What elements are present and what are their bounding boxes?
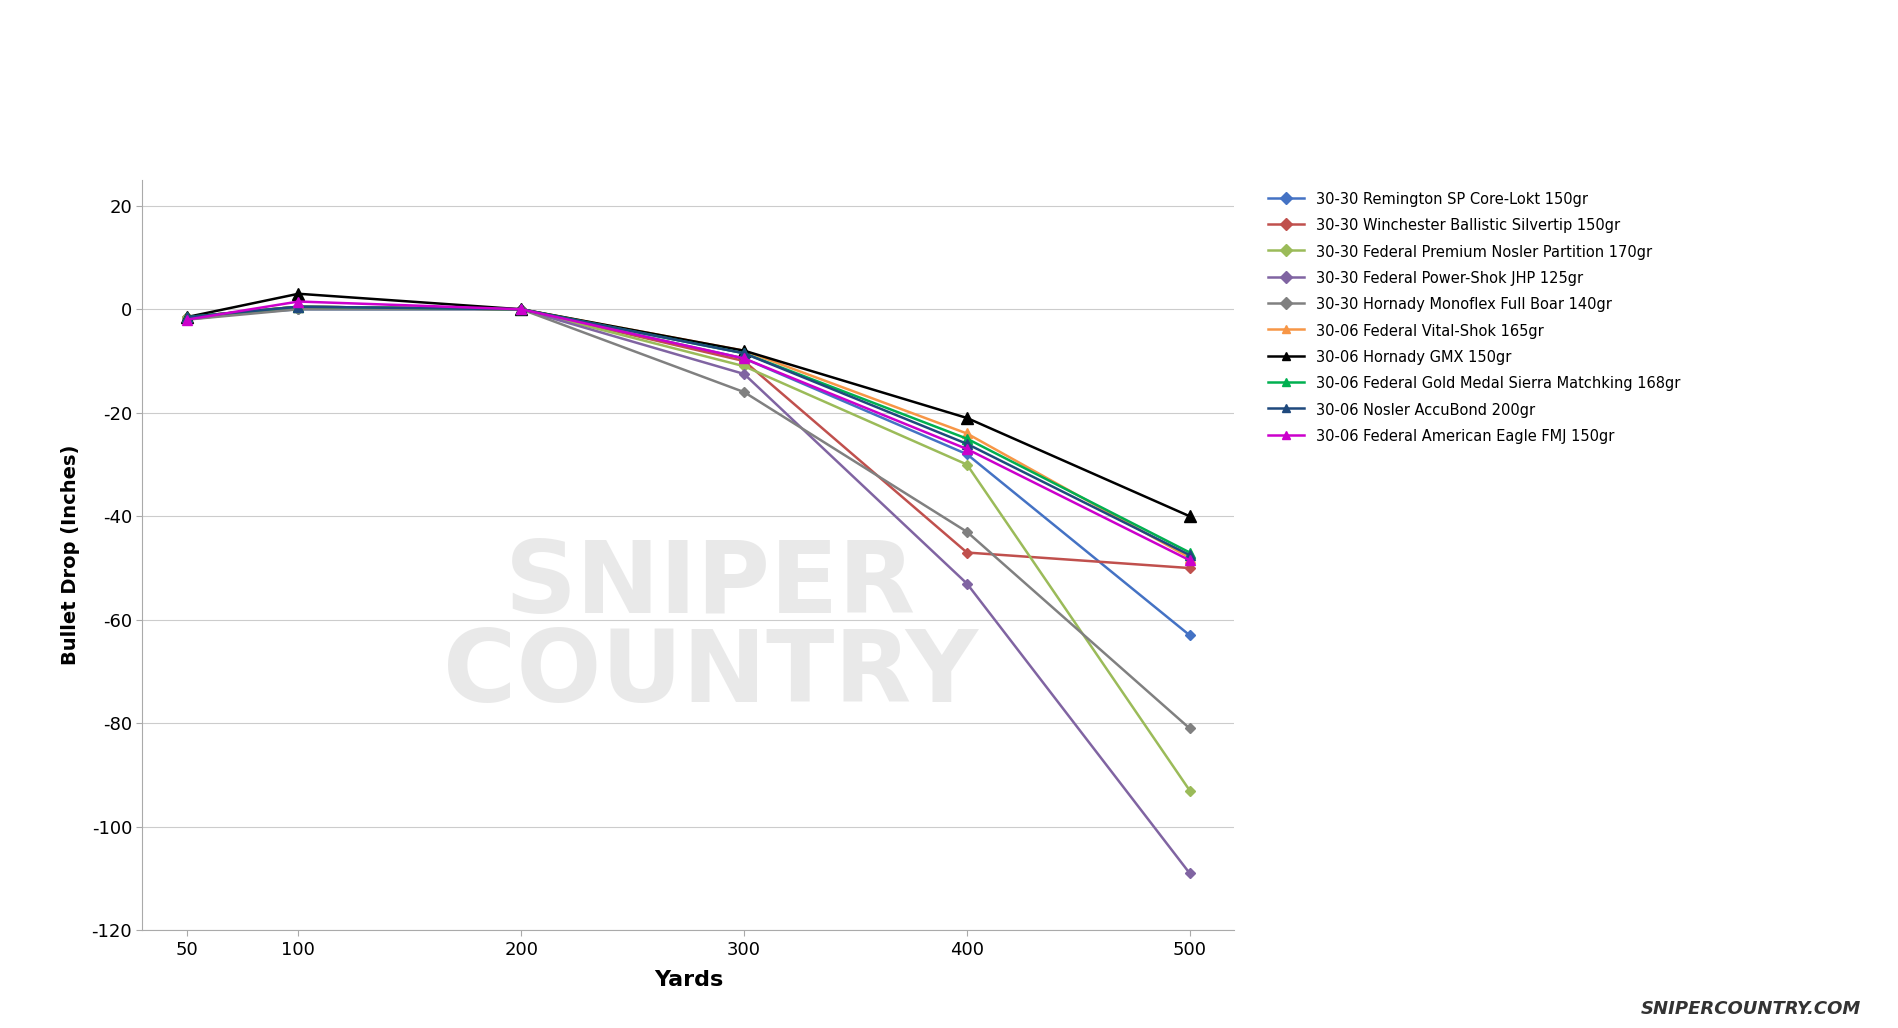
30-30 Federal Power-Shok JHP 125gr [1179,868,1201,880]
30-30 Federal Premium Nosler Partition 170gr [733,360,755,372]
30-30 Remington SP Core-Lokt 150gr [1179,629,1201,641]
30-06 Federal Gold Medal Sierra Matchking 168gr [175,310,197,323]
30-30 Hornady Monoflex Full Boar 140gr [287,303,309,316]
30-06 Federal American Eagle FMJ 150gr [733,353,755,365]
Line: 30-06 Federal Gold Medal Sierra Matchking 168gr: 30-06 Federal Gold Medal Sierra Matchkin… [182,302,1194,557]
Line: 30-06 Hornady GMX 150gr: 30-06 Hornady GMX 150gr [182,288,1194,522]
Line: 30-30 Federal Power-Shok JHP 125gr: 30-30 Federal Power-Shok JHP 125gr [184,303,1192,877]
30-30 Federal Premium Nosler Partition 170gr [175,310,197,323]
30-06 Nosler AccuBond 200gr [175,310,197,323]
30-30 Remington SP Core-Lokt 150gr [733,353,755,365]
30-06 Federal Vital-Shok 165gr [1179,552,1201,564]
30-06 Hornady GMX 150gr [509,303,531,316]
30-06 Nosler AccuBond 200gr [955,438,977,450]
30-06 Federal American Eagle FMJ 150gr [1179,554,1201,566]
Line: 30-06 Nosler AccuBond 200gr: 30-06 Nosler AccuBond 200gr [182,302,1194,560]
Line: 30-30 Remington SP Core-Lokt 150gr: 30-30 Remington SP Core-Lokt 150gr [184,305,1192,638]
30-30 Winchester Ballistic Silvertip 150gr [733,355,755,367]
30-06 Federal Vital-Shok 165gr [955,428,977,440]
30-06 Hornady GMX 150gr [955,412,977,425]
30-30 Winchester Ballistic Silvertip 150gr [509,303,531,316]
30-06 Hornady GMX 150gr [175,310,197,323]
30-30 Hornady Monoflex Full Boar 140gr [955,525,977,538]
30-30 Federal Premium Nosler Partition 170gr [287,300,309,313]
Line: 30-30 Federal Premium Nosler Partition 170gr: 30-30 Federal Premium Nosler Partition 1… [184,303,1192,794]
X-axis label: Yards: Yards [653,969,723,990]
30-30 Federal Premium Nosler Partition 170gr [955,458,977,471]
Text: SNIPERCOUNTRY.COM: SNIPERCOUNTRY.COM [1640,999,1860,1018]
30-30 Winchester Ballistic Silvertip 150gr [1179,562,1201,575]
Legend: 30-30 Remington SP Core-Lokt 150gr, 30-30 Winchester Ballistic Silvertip 150gr, : 30-30 Remington SP Core-Lokt 150gr, 30-3… [1262,187,1684,448]
30-06 Federal American Eagle FMJ 150gr [287,295,309,307]
30-30 Hornady Monoflex Full Boar 140gr [509,303,531,316]
30-30 Remington SP Core-Lokt 150gr [287,303,309,316]
Line: 30-30 Winchester Ballistic Silvertip 150gr: 30-30 Winchester Ballistic Silvertip 150… [184,303,1192,572]
30-06 Hornady GMX 150gr [287,288,309,300]
30-06 Federal Gold Medal Sierra Matchking 168gr [287,300,309,313]
30-06 Federal Vital-Shok 165gr [733,344,755,357]
30-06 Federal Vital-Shok 165gr [287,300,309,313]
30-06 Federal American Eagle FMJ 150gr [175,314,197,326]
Line: 30-06 Federal American Eagle FMJ 150gr: 30-06 Federal American Eagle FMJ 150gr [182,297,1194,565]
30-06 Federal Vital-Shok 165gr [175,310,197,323]
30-30 Hornady Monoflex Full Boar 140gr [1179,723,1201,735]
30-30 Hornady Monoflex Full Boar 140gr [733,386,755,398]
30-30 Federal Power-Shok JHP 125gr [287,300,309,313]
Text: SNIPER
COUNTRY: SNIPER COUNTRY [442,537,977,724]
30-30 Winchester Ballistic Silvertip 150gr [175,310,197,323]
30-30 Winchester Ballistic Silvertip 150gr [955,546,977,558]
30-30 Federal Power-Shok JHP 125gr [733,368,755,380]
30-06 Nosler AccuBond 200gr [509,303,531,316]
30-30 Federal Power-Shok JHP 125gr [955,578,977,590]
30-06 Federal American Eagle FMJ 150gr [509,303,531,316]
30-30 Hornady Monoflex Full Boar 140gr [175,314,197,326]
30-06 Federal American Eagle FMJ 150gr [955,443,977,455]
Y-axis label: Bullet Drop (Inches): Bullet Drop (Inches) [61,445,80,665]
30-30 Remington SP Core-Lokt 150gr [509,303,531,316]
Line: 30-30 Hornady Monoflex Full Boar 140gr: 30-30 Hornady Monoflex Full Boar 140gr [184,305,1192,732]
30-30 Federal Power-Shok JHP 125gr [509,303,531,316]
30-30 Federal Power-Shok JHP 125gr [175,314,197,326]
30-30 Federal Premium Nosler Partition 170gr [1179,784,1201,797]
30-06 Nosler AccuBond 200gr [1179,549,1201,561]
30-06 Federal Vital-Shok 165gr [509,303,531,316]
30-06 Federal Gold Medal Sierra Matchking 168gr [509,303,531,316]
Line: 30-06 Federal Vital-Shok 165gr: 30-06 Federal Vital-Shok 165gr [182,302,1194,562]
30-06 Hornady GMX 150gr [1179,510,1201,522]
30-06 Nosler AccuBond 200gr [733,347,755,360]
30-06 Nosler AccuBond 200gr [287,300,309,313]
30-30 Remington SP Core-Lokt 150gr [175,310,197,323]
30-06 Federal Gold Medal Sierra Matchking 168gr [733,347,755,360]
30-06 Hornady GMX 150gr [733,344,755,357]
Text: LONG RANGE TRAJECTORY: LONG RANGE TRAJECTORY [256,30,1642,122]
30-06 Federal Gold Medal Sierra Matchking 168gr [1179,546,1201,558]
30-30 Remington SP Core-Lokt 150gr [955,448,977,461]
30-30 Federal Premium Nosler Partition 170gr [509,303,531,316]
30-30 Winchester Ballistic Silvertip 150gr [287,300,309,313]
30-06 Federal Gold Medal Sierra Matchking 168gr [955,433,977,445]
